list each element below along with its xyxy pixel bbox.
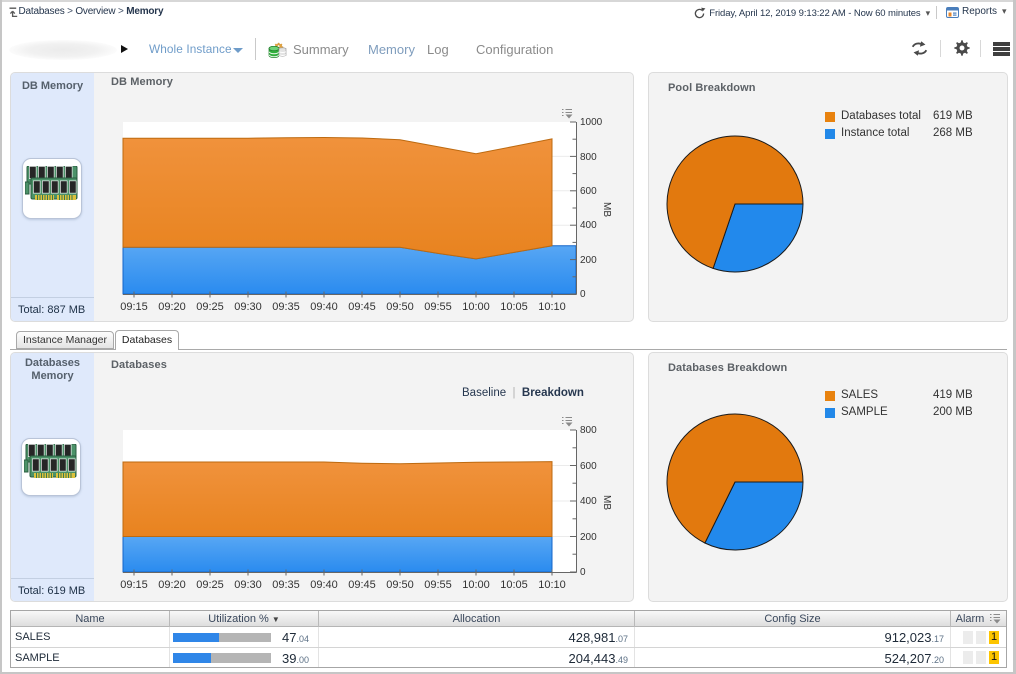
svg-text:10:00: 10:00	[462, 301, 490, 313]
svg-text:09:45: 09:45	[348, 301, 376, 313]
svg-text:400: 400	[580, 496, 597, 507]
svg-text:800: 800	[580, 152, 597, 163]
svg-text:09:20: 09:20	[158, 579, 186, 591]
svg-text:10:10: 10:10	[538, 301, 566, 313]
svg-text:600: 600	[580, 186, 597, 197]
svg-text:09:40: 09:40	[310, 301, 338, 313]
svg-text:09:25: 09:25	[196, 579, 224, 591]
svg-text:09:20: 09:20	[158, 301, 186, 313]
svg-text:09:40: 09:40	[310, 579, 338, 591]
svg-text:10:00: 10:00	[462, 579, 490, 591]
svg-text:09:30: 09:30	[234, 301, 262, 313]
svg-text:09:55: 09:55	[424, 579, 452, 591]
svg-text:09:35: 09:35	[272, 301, 300, 313]
svg-text:09:45: 09:45	[348, 579, 376, 591]
svg-text:400: 400	[580, 220, 597, 231]
svg-text:09:30: 09:30	[234, 579, 262, 591]
svg-text:10:10: 10:10	[538, 579, 566, 591]
svg-text:MB: MB	[601, 202, 612, 217]
svg-text:09:25: 09:25	[196, 301, 224, 313]
svg-text:1000: 1000	[580, 117, 603, 128]
svg-text:09:15: 09:15	[120, 301, 148, 313]
svg-text:09:15: 09:15	[120, 579, 148, 591]
svg-text:0: 0	[580, 567, 586, 578]
svg-text:09:35: 09:35	[272, 579, 300, 591]
svg-text:10:05: 10:05	[500, 301, 528, 313]
svg-text:10:05: 10:05	[500, 579, 528, 591]
svg-text:09:50: 09:50	[386, 301, 414, 313]
svg-text:200: 200	[580, 255, 597, 266]
svg-text:MB: MB	[601, 495, 612, 510]
svg-text:600: 600	[580, 461, 597, 472]
svg-text:200: 200	[580, 532, 597, 543]
svg-text:0: 0	[580, 289, 586, 300]
svg-text:800: 800	[580, 425, 597, 436]
svg-text:09:55: 09:55	[424, 301, 452, 313]
svg-text:09:50: 09:50	[386, 579, 414, 591]
